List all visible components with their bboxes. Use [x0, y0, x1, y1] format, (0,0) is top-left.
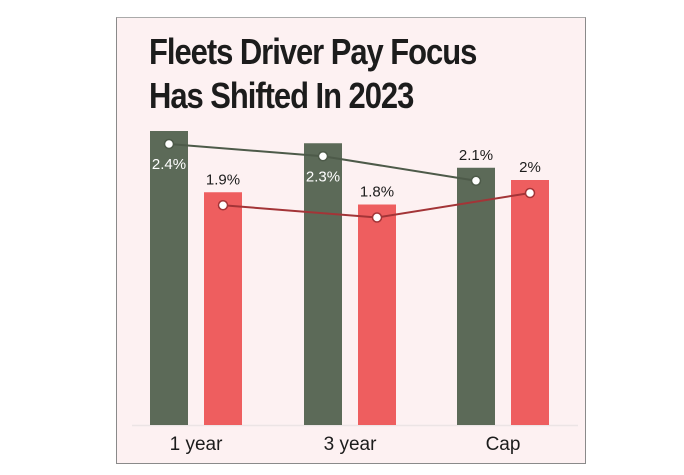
x-tick-label: 3 year [324, 434, 377, 455]
chart-title: Fleets Driver Pay Focus Has Shifted In 2… [149, 30, 477, 118]
chart-title-line-1: Fleets Driver Pay Focus [149, 31, 477, 72]
data-label-1-1: 2.4% [152, 156, 186, 173]
data-point-2-1 [217, 200, 229, 211]
bar-2-cap [511, 180, 549, 425]
bar-1-3-year [304, 143, 342, 425]
bar-1-1-year [150, 131, 188, 425]
chart-frame: Fleets Driver Pay Focus Has Shifted In 2… [116, 17, 586, 464]
data-label-2-1: 1.9% [206, 171, 240, 188]
x-tick-label: 1 year [170, 434, 223, 455]
data-label-2-2: 1.8% [360, 184, 394, 201]
chart-title-line-2: Has Shifted In 2023 [149, 75, 414, 116]
bar-1-cap [457, 167, 495, 425]
bar-2-1-year [204, 192, 242, 425]
data-point-2-2 [371, 212, 383, 223]
x-tick-label: Cap [486, 434, 521, 455]
data-point-2-3 [524, 187, 536, 199]
data-label-2-3: 2% [519, 159, 541, 176]
data-label-1-2: 2.3% [306, 168, 340, 185]
data-point-1-3 [470, 175, 482, 186]
data-point-1-2 [317, 151, 329, 162]
bar-2-3-year [358, 204, 396, 425]
data-label-1-3: 2.1% [459, 147, 493, 164]
data-point-1-1 [163, 138, 175, 150]
